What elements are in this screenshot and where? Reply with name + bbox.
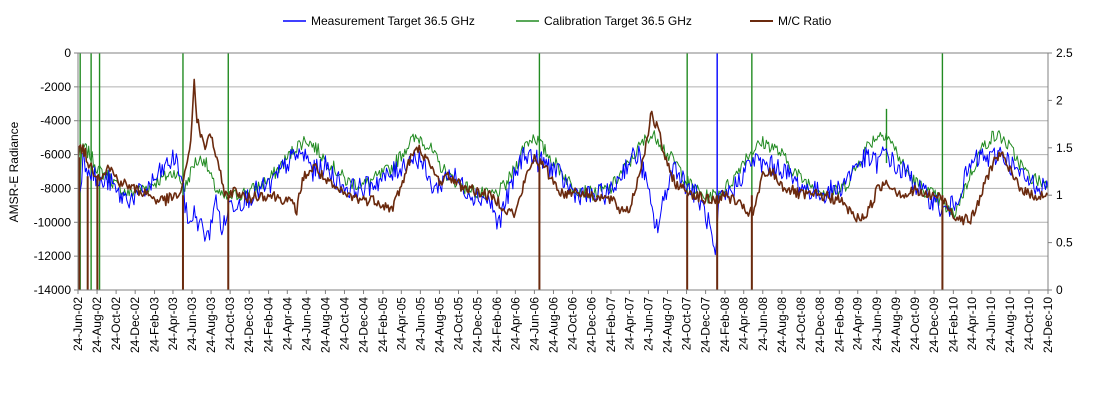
x-tick-label: 24-Aug-05	[432, 297, 446, 353]
x-tick-label: 24-Jun-03	[185, 297, 199, 351]
x-tick-label: 24-Feb-04	[262, 297, 276, 353]
x-tick-label: 24-Apr-03	[166, 297, 180, 351]
x-tick-label: 24-Apr-09	[851, 297, 865, 351]
y2-tick-label: 1.5	[1056, 141, 1073, 155]
y-tick-label: -10000	[34, 215, 72, 229]
x-tick-label: 24-Feb-05	[376, 297, 390, 353]
x-tick-label: 24-Jun-05	[413, 297, 427, 351]
x-tick-label: 24-Jun-02	[71, 297, 85, 351]
series-line-measurement	[78, 145, 1048, 256]
y2-tick-label: 0.5	[1056, 236, 1073, 250]
legend-label-ratio: M/C Ratio	[778, 14, 832, 28]
y2-tick-label: 1	[1056, 188, 1063, 202]
x-tick-label: 24-Dec-03	[242, 297, 256, 353]
x-tick-label: 24-Dec-04	[357, 297, 371, 353]
y2-tick-label: 2	[1056, 93, 1063, 107]
x-tick-label: 24-Jun-09	[870, 297, 884, 351]
x-tick-label: 24-Jun-04	[299, 297, 313, 351]
y-tick-label: 0	[64, 46, 71, 60]
x-tick-label: 24-Jun-08	[756, 297, 770, 351]
x-tick-label: 24-Jun-07	[641, 297, 655, 351]
x-tick-label: 24-Feb-07	[604, 297, 618, 353]
legend-label-measurement: Measurement Target 36.5 GHz	[311, 14, 475, 28]
x-tick-label: 24-Dec-06	[585, 297, 599, 353]
y-tick-label: -6000	[40, 148, 71, 162]
y2-tick-label: 2.5	[1056, 46, 1073, 60]
y-tick-label: -14000	[34, 283, 72, 297]
x-tick-label: 24-Jun-10	[984, 297, 998, 351]
x-axis: 24-Jun-02 24-Aug-02 24-Oct-02 24-Dec-02 24-F…	[71, 290, 1055, 353]
x-tick-label: 24-Apr-07	[622, 297, 636, 351]
y-axis-left: 0 -2000 -4000 -6000 -8000 -10000 -12000 -14000	[34, 46, 78, 297]
x-tick-label: 24-Feb-10	[946, 297, 960, 353]
x-tick-label: 24-Oct-05	[452, 297, 466, 351]
y-axis-right: 2.5 2 1.5 1 0.5 0	[1048, 46, 1073, 297]
x-tick-label: 24-Dec-08	[813, 297, 827, 353]
x-tick-label: 24-Aug-02	[90, 297, 104, 353]
x-tick-label: 24-Oct-03	[223, 297, 237, 351]
x-tick-label: 24-Oct-07	[680, 297, 694, 351]
plot-border	[77, 52, 1049, 291]
y-tick-label: -8000	[40, 181, 71, 195]
x-tick-label: 24-Feb-09	[832, 297, 846, 353]
x-tick-label: 24-Aug-07	[660, 297, 674, 353]
y-tick-label: -12000	[34, 249, 72, 263]
x-tick-label: 24-Aug-06	[546, 297, 560, 353]
x-tick-label: 24-Dec-02	[128, 297, 142, 353]
y-tick-label: -4000	[40, 114, 71, 128]
x-tick-label: 24-Dec-07	[699, 297, 713, 353]
x-tick-label: 24-Dec-09	[927, 297, 941, 353]
x-tick-label: 24-Aug-08	[775, 297, 789, 353]
x-tick-label: 24-Apr-06	[508, 297, 522, 351]
x-tick-label: 24-Aug-09	[889, 297, 903, 353]
y-tick-label: -2000	[40, 80, 71, 94]
series-line-ratio	[78, 78, 1048, 226]
x-tick-label: 24-Aug-04	[318, 297, 332, 353]
x-tick-label: 24-Apr-04	[280, 297, 294, 351]
legend: Measurement Target 36.5 GHz Calibration …	[283, 14, 832, 28]
x-tick-label: 24-Oct-02	[109, 297, 123, 351]
series-ratio	[78, 78, 1048, 290]
x-tick-label: 24-Apr-05	[394, 297, 408, 351]
y-axis-title: AMSR-E Radiance	[7, 121, 21, 222]
x-tick-label: 24-Feb-06	[490, 297, 504, 353]
x-tick-label: 24-Apr-08	[737, 297, 751, 351]
legend-label-calibration: Calibration Target 36.5 GHz	[544, 14, 692, 28]
x-tick-label: 24-Dec-05	[471, 297, 485, 353]
series-measurement	[78, 53, 1048, 290]
x-tick-label: 24-Aug-03	[204, 297, 218, 353]
x-tick-label: 24-Oct-09	[908, 297, 922, 351]
x-tick-label: 24-Oct-04	[337, 297, 351, 351]
x-tick-label: 24-Oct-10	[1022, 297, 1036, 351]
x-tick-label: 24-Feb-03	[148, 297, 162, 353]
x-tick-label: 24-Aug-10	[1003, 297, 1017, 353]
x-tick-label: 24-Jun-06	[527, 297, 541, 351]
x-tick-label: 24-Oct-08	[794, 297, 808, 351]
x-tick-label: 24-Apr-10	[965, 297, 979, 351]
x-tick-label: 24-Oct-06	[566, 297, 580, 351]
y2-tick-label: 0	[1056, 283, 1063, 297]
plot-area	[78, 53, 1048, 290]
x-tick-label: 24-Dec-10	[1041, 297, 1055, 353]
x-tick-label: 24-Feb-08	[718, 297, 732, 353]
